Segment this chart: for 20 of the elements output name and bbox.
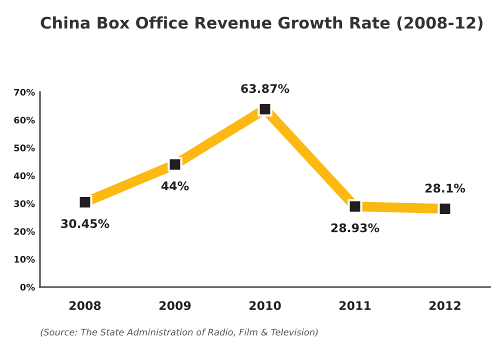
text: 44% <box>161 181 189 190</box>
x-tick-label: 2009 <box>160 301 191 310</box>
text: 30.45% <box>61 219 110 228</box>
y-tick-label: 40% <box>14 172 35 180</box>
y-tick-label: 10% <box>14 256 35 263</box>
y-tick-label: 30% <box>14 200 35 208</box>
y-tick-label: 20% <box>14 228 35 235</box>
chart-title: China Box Office Revenue Growth Rate (2008-12) <box>40 16 483 31</box>
y-tick-label: 60% <box>14 116 35 124</box>
text: 63.87% <box>241 84 290 94</box>
y-tick-label: 50% <box>14 144 35 152</box>
x-tick-label: 2011 <box>340 301 371 310</box>
y-tick-label: 0% <box>20 284 35 291</box>
x-tick-label: 2008 <box>70 301 101 310</box>
x-tick-label: 2010 <box>250 301 281 310</box>
text: (Source: The State Administration of Radio, Film & Television) <box>40 328 318 337</box>
x-tick-label: 2012 <box>430 301 460 310</box>
text: 28.1% <box>425 184 466 193</box>
y-tick-label: 70% <box>14 88 35 96</box>
text: 28.93% <box>331 223 380 232</box>
